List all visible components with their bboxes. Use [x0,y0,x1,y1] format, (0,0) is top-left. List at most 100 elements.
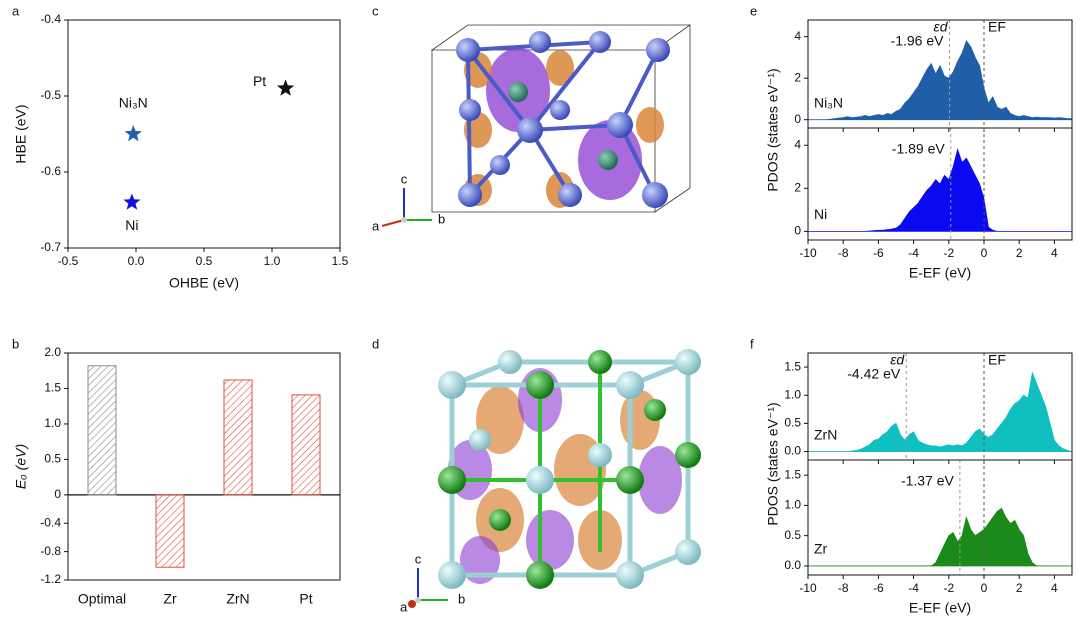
x-tick-label: Optimal [78,591,126,607]
point-label: Pt [253,73,266,89]
y-axis-label: Eₒ (eV) [13,444,29,489]
y-tick-label: 4 [794,29,801,43]
y-tick-label: 4 [794,137,801,151]
y-tick-label: 0 [794,112,801,126]
bar [223,379,253,496]
y-tick-label: 2 [794,70,801,84]
series-label: ZrN [814,426,837,442]
d-band-symbol: εd [890,352,905,368]
structure-d: d c a b [372,336,701,614]
x-tick-label: -8 [838,581,849,595]
x-tick-label: -4 [908,246,919,260]
plot-frame [807,127,1073,241]
x-tick-label: 0 [981,581,988,595]
x-tick-label: 1.5 [332,254,349,268]
panel-label: c [372,3,379,18]
y-tick-label: -1.2 [40,572,61,586]
y-tick-label: 0 [54,487,61,501]
panel-label: f [750,336,754,351]
x-tick-label: 0 [981,246,988,260]
x-tick-label: -2 [943,581,954,595]
panel-label: d [372,336,379,351]
point [277,79,295,96]
x-tick-label: 4 [1051,246,1058,260]
x-tick-label: -2 [943,246,954,260]
x-axis-label: E-EF (eV) [909,600,971,616]
bar [155,494,185,568]
y-tick-label: -0.4 [40,12,61,26]
point-label: Ni₃N [119,95,148,111]
y-tick-label: 0.5 [44,452,61,466]
y-tick-label: 1.5 [44,381,61,395]
y-tick-label: 1.0 [784,498,801,512]
pdos-area [807,39,1073,121]
d-band-label: -4.42 eV [847,366,901,382]
x-tick-label: 0.5 [196,254,213,268]
point [124,125,142,142]
x-axis-label: E-EF (eV) [909,265,971,281]
y-tick-label: -0.7 [40,240,61,254]
x-tick-label: Zr [163,591,177,607]
y-tick-label: -0.5 [40,88,61,102]
series-label: Ni [814,206,827,222]
y-tick-label: -0.8 [40,544,61,558]
y-tick-label: 2 [794,180,801,194]
y-tick-label: 1.0 [784,387,801,401]
x-tick-label: -10 [799,581,817,595]
series-label: Ni₃N [814,94,843,110]
pdos-area [807,371,1073,453]
x-tick-label: -8 [838,246,849,260]
x-tick-label: -0.5 [58,254,79,268]
x-tick-label: Pt [299,591,312,607]
x-tick-label: -4 [908,581,919,595]
d-band-label: -1.89 eV [892,141,946,157]
x-tick-label: 2 [1016,246,1023,260]
x-tick-label: ZrN [226,591,249,607]
y-axis-label: PDOS (states eV⁻¹) [765,402,781,525]
axis-label: b [438,211,445,226]
series-label: Zr [814,541,828,557]
y-tick-label: 0.0 [784,444,801,458]
y-axis-label: PDOS (states eV⁻¹) [765,68,781,191]
plot-frame [67,19,341,249]
y-tick-label: 1.5 [784,359,801,373]
y-tick-label: 2.0 [44,345,61,359]
axis-label: a [400,599,408,614]
panel-label: e [750,3,757,18]
d-band-label: -1.96 eV [891,33,945,49]
fermi-label: EF [988,19,1006,35]
x-tick-label: 4 [1051,581,1058,595]
axis-label: c [401,171,408,186]
axis-label: b [458,591,465,606]
panel-label: b [12,336,19,351]
y-tick-label: 0 [794,224,801,238]
plot-frame [67,352,341,581]
y-tick-label: 1.5 [784,467,801,481]
structure-c: c c a b [372,3,692,233]
y-tick-label: 0.5 [784,416,801,430]
axis-label: c [415,551,422,566]
y-tick-label: 0.0 [784,558,801,572]
pdos-area [807,507,1073,567]
y-tick-label: 1.0 [44,416,61,430]
point-label: Ni [125,217,138,233]
y-tick-label: 0.5 [784,528,801,542]
x-axis-label: OHBE (eV) [169,275,239,291]
fermi-label: EF [988,352,1006,368]
bar [291,394,321,496]
y-tick-label: -0.4 [40,515,61,529]
d-band-label: -1.37 eV [901,473,955,489]
pdos-area [807,148,1073,232]
d-band-symbol: εd [934,19,949,35]
bar [87,365,117,496]
x-tick-label: -6 [873,581,884,595]
x-tick-label: 1.0 [264,254,281,268]
point [123,193,141,210]
y-tick-label: -0.6 [40,164,61,178]
plot-frame [807,459,1073,576]
axis-label: a [372,218,380,233]
x-tick-label: -6 [873,246,884,260]
panel-label: a [12,3,20,18]
y-axis-label: HBE (eV) [13,104,29,163]
